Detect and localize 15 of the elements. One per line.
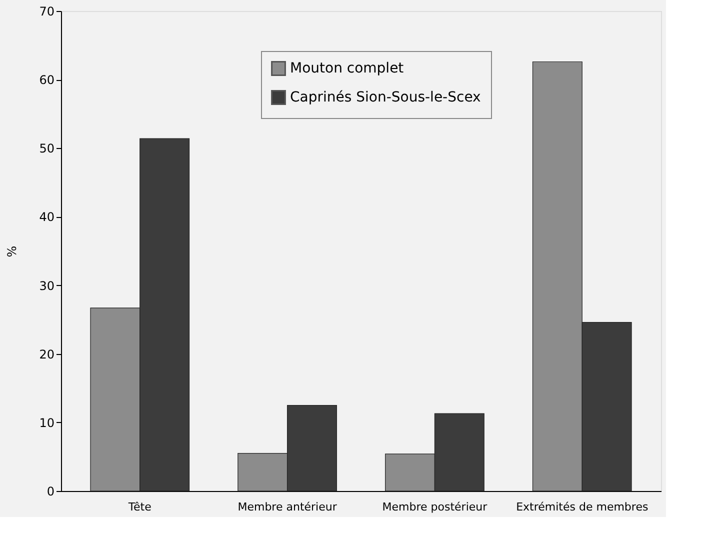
y-tick-label: 10 <box>39 416 54 430</box>
y-tick-label: 20 <box>39 347 54 362</box>
x-tick-label: Tête <box>127 500 152 514</box>
x-tick-label: Membre postérieur <box>382 500 488 514</box>
y-tick-label: 50 <box>39 142 54 156</box>
legend-label: Caprinés Sion-Sous-le-Scex <box>290 90 481 106</box>
x-tick-label: Membre antérieur <box>238 500 338 514</box>
y-tick-label: 0 <box>46 484 54 498</box>
y-axis-title: % <box>5 246 20 258</box>
y-tick-label: 70 <box>39 4 54 18</box>
y-tick-label: 30 <box>39 278 54 293</box>
legend-label: Mouton complet <box>290 60 404 76</box>
y-tick-label: 60 <box>39 73 54 88</box>
x-tick-label: Extrémités de membres <box>516 500 648 514</box>
y-tick-label: 40 <box>39 210 54 224</box>
